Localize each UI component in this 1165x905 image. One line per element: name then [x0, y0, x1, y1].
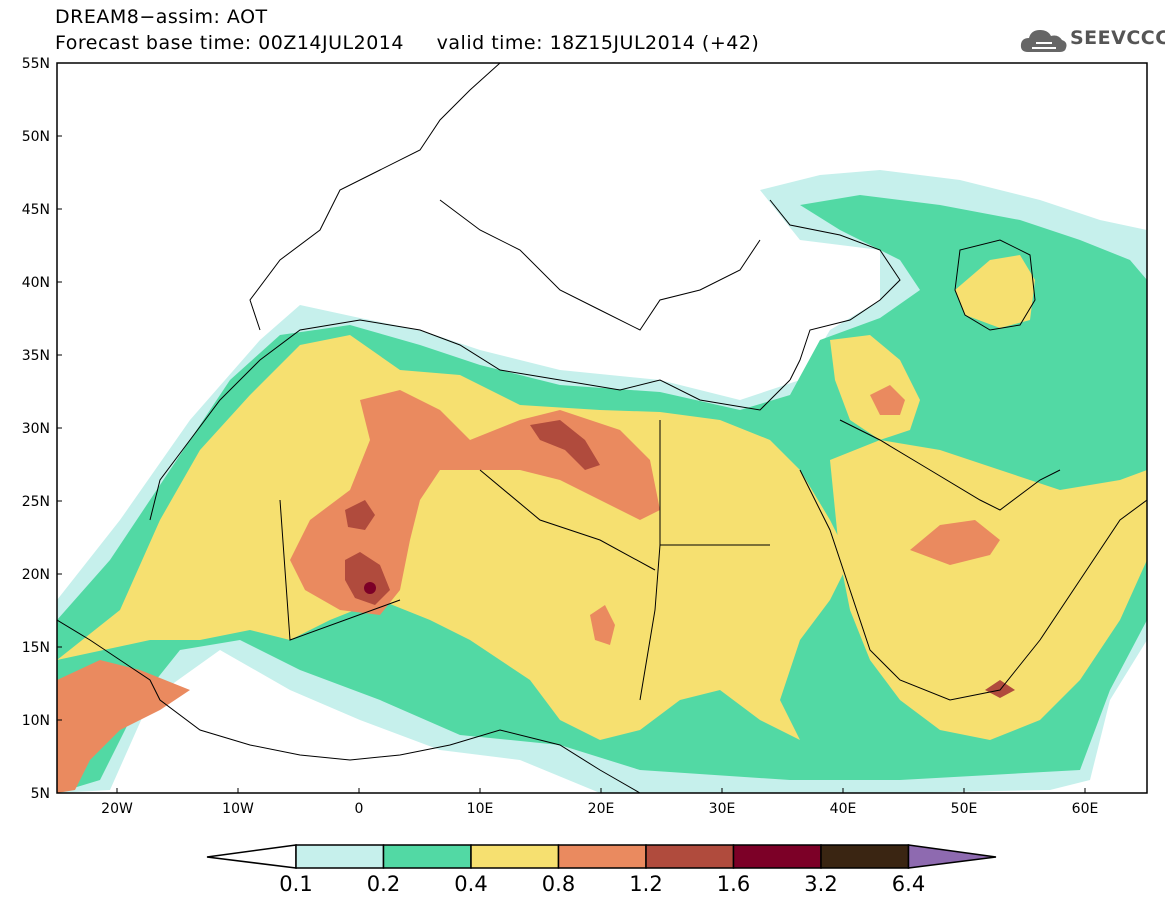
colorbar-segment	[732, 844, 822, 869]
colorbar-right-arrow	[907, 844, 997, 869]
colorbar-label: 0.2	[366, 872, 401, 896]
aot-level-0.8-arabia	[910, 520, 1000, 565]
lat-labels: 5N 10N 15N 20N 25N 30N 35N 40N 45N 50N 5…	[22, 56, 50, 802]
cloud-icon	[1020, 30, 1067, 52]
lon-label: 30E	[709, 801, 736, 817]
colorbar-left-arrow	[206, 844, 297, 869]
colorbar-segment	[645, 844, 735, 869]
aot-level-1.2-horn	[985, 680, 1015, 698]
lat-label: 10N	[22, 713, 50, 729]
colorbar	[206, 844, 997, 869]
colorbar-label: 3.2	[804, 872, 838, 896]
colorbar-segment	[557, 844, 647, 869]
lat-label: 20N	[22, 567, 50, 583]
lon-label: 40E	[830, 801, 857, 817]
forecast-time-line: Forecast base time: 00Z14JUL2014 valid t…	[55, 32, 760, 54]
lat-label: 25N	[22, 494, 50, 510]
lat-label: 35N	[22, 348, 50, 364]
colorbar-label: 0.4	[454, 872, 488, 896]
lat-label: 5N	[31, 786, 50, 802]
colorbar-label: 0.8	[541, 872, 576, 896]
colorbar-segment	[382, 844, 472, 869]
colorbar-label: 1.6	[716, 872, 751, 896]
colorbar-label: 1.2	[629, 872, 663, 896]
lon-label: 60E	[1072, 801, 1099, 817]
lat-label: 15N	[22, 640, 50, 656]
colorbar-label: 6.4	[891, 872, 926, 896]
aot-fields	[57, 170, 1147, 793]
map-frame	[56, 62, 1148, 794]
lat-label: 30N	[22, 421, 50, 437]
colorbar-label: 0.1	[279, 872, 313, 896]
aot-level-1.2-algeria-north	[345, 500, 375, 530]
coastlines	[57, 63, 1147, 793]
lat-label: 45N	[22, 202, 50, 218]
lat-label: 50N	[22, 129, 50, 145]
lon-labels: 20W 10W 0 10E 20E 30E 40E 50E 60E	[101, 801, 1098, 817]
seevccc-logo: SEEVCCC	[1070, 27, 1165, 49]
lon-label: 50E	[951, 801, 978, 817]
aot-level-0.4-caspian	[955, 255, 1035, 328]
aot-level-0.4-arabia	[830, 440, 1147, 740]
chart-title: DREAM8−assim: AOT	[55, 6, 268, 28]
lon-label: 10W	[222, 801, 254, 817]
aot-level-0.4	[57, 335, 850, 740]
colorbar-segment	[295, 844, 385, 869]
colorbar-segment	[470, 844, 560, 869]
aot-level-1.2-algeria	[345, 552, 390, 605]
aot-level-0.8-sudan	[590, 605, 615, 645]
lat-label: 55N	[22, 56, 50, 72]
aot-level-1.2-libya	[530, 420, 600, 470]
lon-label: 20W	[101, 801, 133, 817]
lon-label: 20E	[588, 801, 615, 817]
aot-level-0.8-iraq	[870, 385, 905, 415]
aot-level-1.6-hotspot	[364, 582, 376, 594]
lon-label: 0	[355, 801, 364, 817]
lon-label: 10E	[467, 801, 494, 817]
lat-label: 40N	[22, 275, 50, 291]
colorbar-segment	[820, 844, 910, 869]
